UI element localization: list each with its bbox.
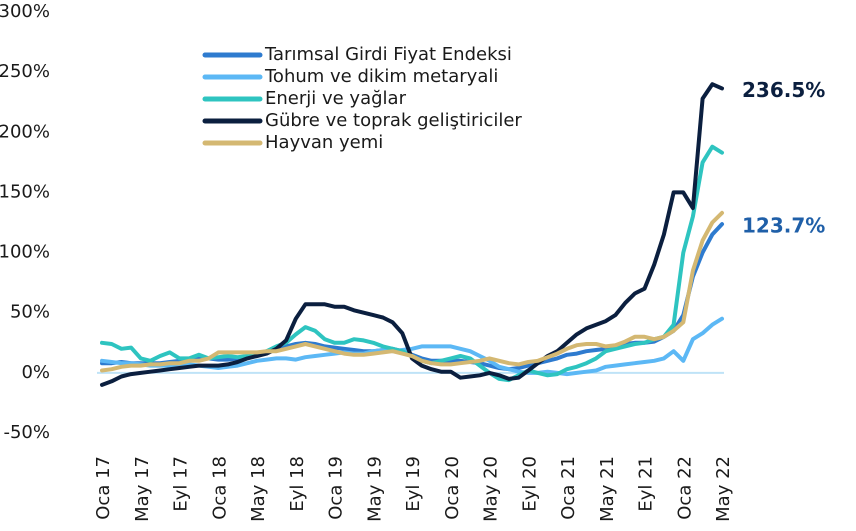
y-tick-label: 0% bbox=[21, 362, 50, 383]
y-tick-label: 100% bbox=[0, 242, 50, 263]
legend-label: Enerji ve yağlar bbox=[265, 88, 407, 109]
x-tick-label: Oca 20 bbox=[442, 456, 463, 520]
x-tick-label: May 19 bbox=[364, 456, 385, 522]
legend-label: Tarımsal Girdi Fiyat Endeksi bbox=[264, 44, 512, 65]
x-tick-label: Oca 17 bbox=[93, 456, 114, 520]
y-tick-label: 150% bbox=[0, 181, 50, 202]
x-tick-label: May 18 bbox=[248, 456, 269, 522]
y-tick-label: 200% bbox=[0, 121, 50, 142]
legend-label: Hayvan yemi bbox=[265, 132, 383, 153]
y-tick-label: 250% bbox=[0, 61, 50, 82]
x-tick-label: May 20 bbox=[481, 456, 502, 522]
y-tick-label: 300% bbox=[0, 1, 50, 22]
legend-label: Tohum ve dikim metaryali bbox=[264, 66, 498, 87]
x-tick-label: Oca 22 bbox=[674, 456, 695, 520]
legend-label: Gübre ve toprak geliştiriciler bbox=[265, 110, 522, 131]
x-tick-label: May 21 bbox=[597, 456, 618, 522]
x-tick-label: Eyl 20 bbox=[519, 456, 540, 512]
x-tick-label: May 22 bbox=[713, 456, 734, 522]
annotation: 123.7% bbox=[742, 214, 825, 238]
series-line bbox=[100, 82, 724, 387]
y-tick-label: 50% bbox=[10, 302, 50, 323]
x-tick-label: Eyl 21 bbox=[636, 456, 657, 512]
x-tick-label: May 17 bbox=[132, 456, 153, 522]
y-tick-label: -50% bbox=[3, 422, 50, 443]
x-tick-label: Eyl 18 bbox=[287, 456, 308, 512]
x-tick-label: Eyl 17 bbox=[171, 456, 192, 512]
annotation: 236.5% bbox=[742, 78, 825, 102]
x-tick-label: Oca 21 bbox=[558, 456, 579, 520]
x-tick-label: Oca 18 bbox=[209, 456, 230, 520]
x-tick-label: Eyl 19 bbox=[403, 456, 424, 512]
series-line bbox=[100, 210, 724, 373]
series-line bbox=[100, 144, 724, 383]
x-tick-label: Oca 19 bbox=[326, 456, 347, 520]
